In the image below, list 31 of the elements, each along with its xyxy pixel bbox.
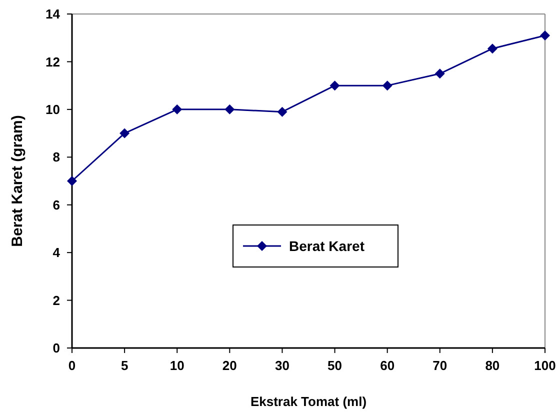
y-tick-label: 2 — [52, 292, 60, 308]
y-axis-title: Berat Karet (gram) — [9, 115, 26, 247]
point — [330, 80, 340, 91]
x-tick-label: 0 — [68, 358, 76, 373]
point — [540, 30, 550, 40]
x-tick-label: 10 — [170, 358, 184, 373]
y-tick-label: 10 — [46, 102, 60, 117]
point — [382, 80, 392, 91]
point — [434, 68, 445, 79]
y-tick-label: 4 — [52, 245, 61, 260]
y-tick-label: 14 — [46, 6, 61, 22]
point — [172, 104, 182, 114]
point — [120, 128, 130, 138]
y-tick-label: 0 — [52, 340, 60, 356]
point — [67, 176, 77, 186]
legend-label: Berat Karet — [289, 238, 365, 254]
point — [487, 44, 498, 54]
x-tick-label: 80 — [485, 358, 500, 373]
point — [224, 104, 235, 114]
x-tick-label: 5 — [120, 358, 128, 373]
x-tick-label: 50 — [328, 358, 342, 373]
x-axis-title: Ekstrak Tomat (ml) — [250, 394, 367, 409]
y-tick-label: 6 — [52, 197, 60, 212]
x-tick-label: 70 — [432, 358, 448, 373]
point — [277, 106, 288, 117]
x-tick-label: 100 — [534, 358, 556, 373]
x-tick-label: 30 — [274, 358, 290, 373]
x-tick-label: 60 — [380, 358, 395, 373]
x-tick-label: 20 — [222, 358, 237, 373]
y-tick-label: 8 — [52, 150, 60, 165]
y-tick-label: 12 — [46, 54, 60, 70]
